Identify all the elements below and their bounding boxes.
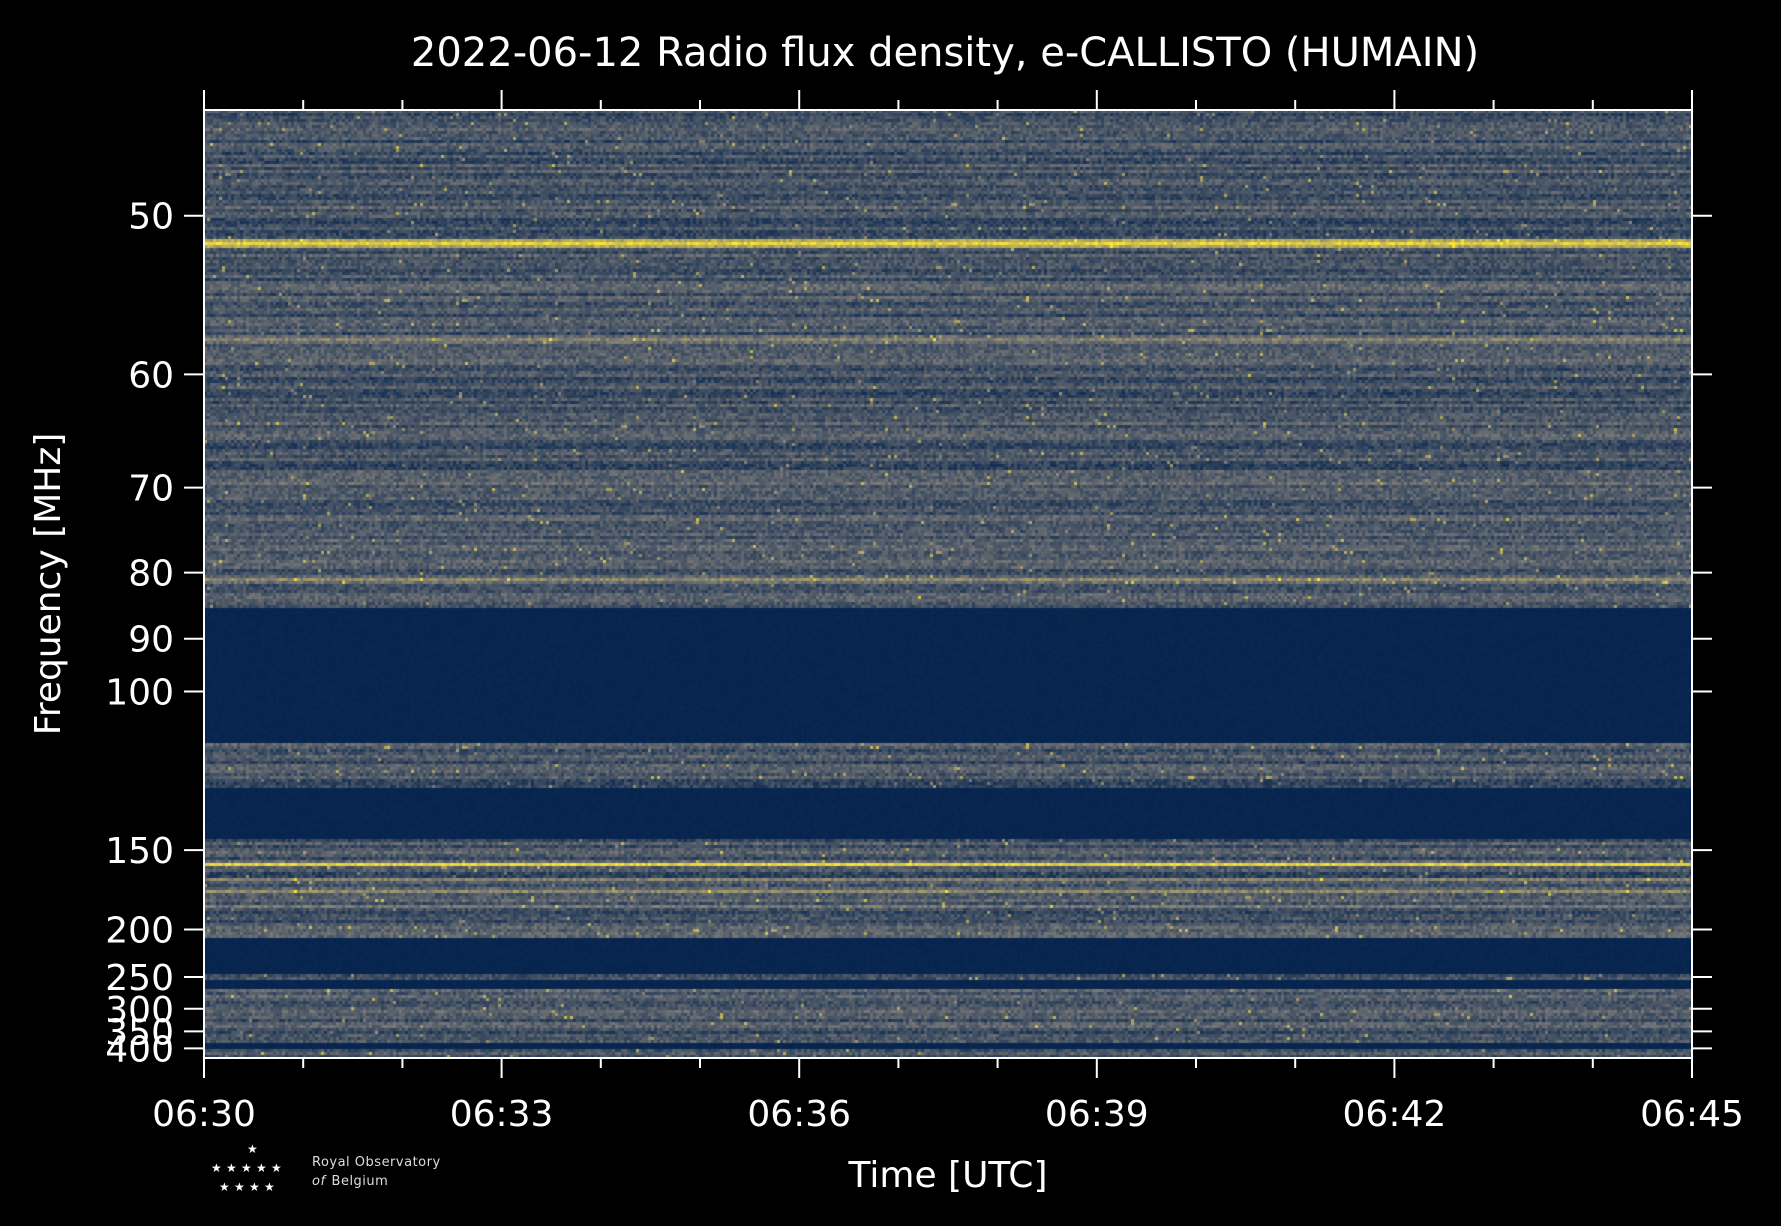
y-axis-label: Frequency [MHz]	[28, 433, 69, 736]
y-tick-label: 80	[128, 554, 174, 595]
y-tick-label: 70	[128, 469, 174, 510]
y-tick-label: 90	[128, 620, 174, 661]
heatmap-area	[204, 110, 1692, 1058]
svg-text:★: ★	[249, 1180, 260, 1194]
y-tick-label: 200	[105, 910, 174, 951]
plot-frame	[203, 109, 1693, 1059]
stars-icon: ★ ★ ★ ★ ★ ★ ★ ★ ★ ★	[211, 1142, 282, 1194]
x-tick-label: 06:30	[152, 1094, 256, 1135]
svg-text:★: ★	[256, 1161, 267, 1175]
svg-text:★: ★	[264, 1180, 275, 1194]
y-tick-label: 100	[105, 673, 174, 714]
x-tick-label: 06:33	[450, 1094, 554, 1135]
x-tick-label: 06:36	[747, 1094, 851, 1135]
x-tick-label: 06:45	[1640, 1094, 1744, 1135]
svg-text:★: ★	[211, 1161, 222, 1175]
y-tick-label: 50	[128, 197, 174, 238]
y-tick-label: 150	[105, 831, 174, 872]
svg-text:★: ★	[226, 1161, 237, 1175]
svg-text:★: ★	[241, 1161, 252, 1175]
spectrogram-image	[204, 110, 1692, 1058]
royal-observatory-logo: ★ ★ ★ ★ ★ ★ ★ ★ ★ ★ Royal Observatory of Belgium	[211, 1142, 441, 1194]
svg-text:★: ★	[234, 1180, 245, 1194]
svg-text:★: ★	[247, 1142, 258, 1156]
y-tick-label: 400	[105, 1029, 174, 1070]
svg-text:★: ★	[219, 1180, 230, 1194]
logo-of: of	[312, 1174, 327, 1189]
x-axis-label: Time [UTC]	[847, 1155, 1047, 1196]
svg-text:★: ★	[271, 1161, 282, 1175]
x-tick-label: 06:42	[1343, 1094, 1447, 1135]
logo-belgium: Belgium	[332, 1174, 389, 1189]
logo-line-2: of Belgium	[312, 1174, 388, 1189]
y-tick-label: 350	[105, 1012, 174, 1053]
y-tick-label: 60	[128, 355, 174, 396]
y-tick-label: 250	[105, 958, 174, 999]
chart-title: 2022-06-12 Radio flux density, e-CALLIST…	[411, 30, 1479, 76]
x-axis: 06:30 06:33 06:36 06:39 06:42 06:45	[152, 90, 1744, 1135]
y-tick-label: 300	[105, 990, 174, 1031]
logo-line-1: Royal Observatory	[312, 1155, 441, 1170]
x-tick-label: 06:39	[1045, 1094, 1149, 1135]
